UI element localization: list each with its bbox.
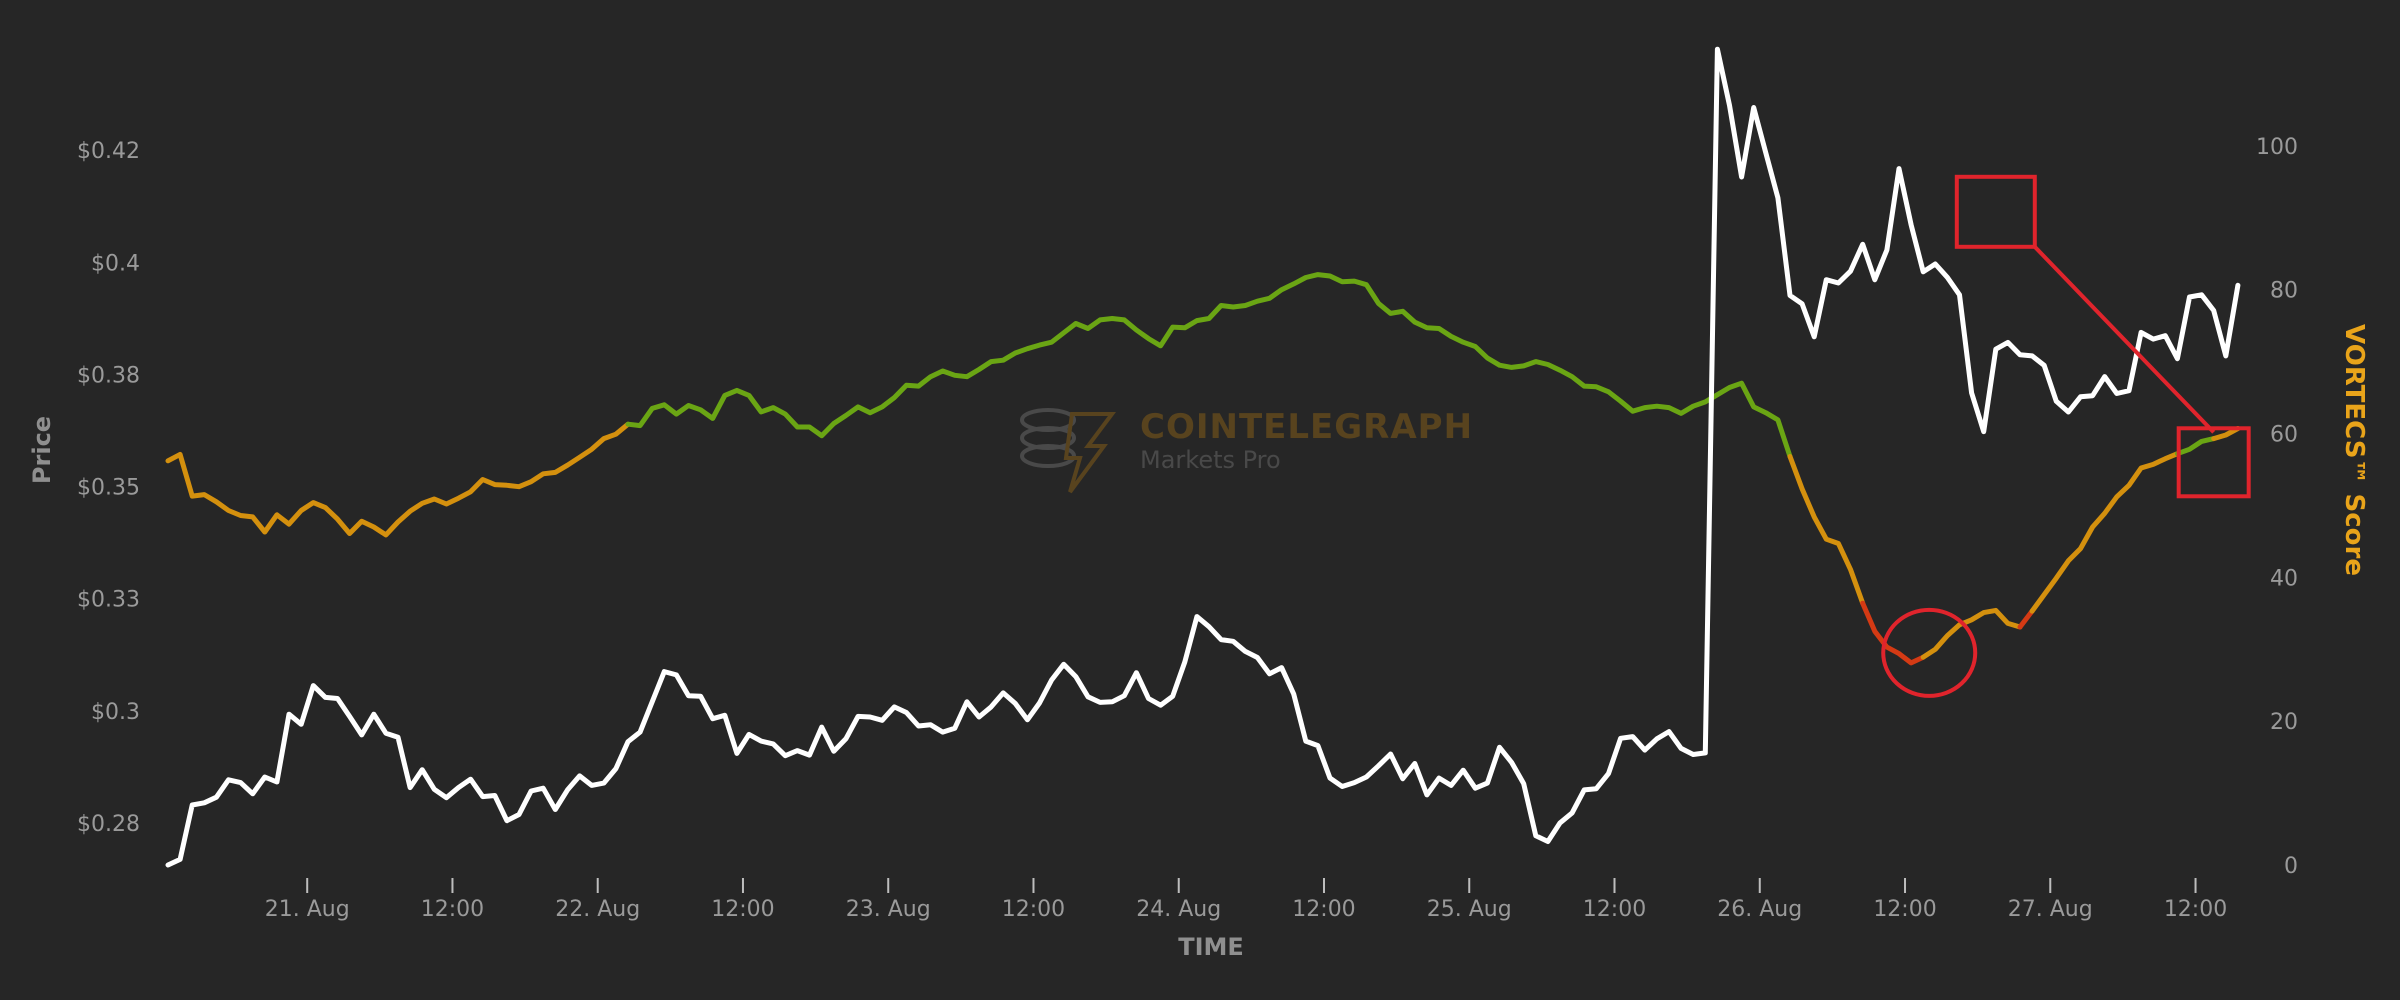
- price-tick-label: $0.3: [91, 700, 140, 725]
- score-line-segment: [625, 272, 1793, 459]
- cointelegraph-logo-icon: [1020, 408, 1116, 494]
- time-tick-label: 26. Aug: [1717, 897, 1802, 922]
- price-axis: $0.28 $0.3 $0.33 $0.35 $0.38 $0.4 $0.42: [77, 139, 140, 837]
- time-tick-label: 21. Aug: [265, 897, 350, 922]
- time-tick-label: 22. Aug: [555, 897, 640, 922]
- score-line-segment: [2174, 436, 2217, 457]
- annotation-circle-score-trough: [1881, 607, 1978, 698]
- price-line: [165, 46, 2241, 868]
- score-tick-label: 40: [2270, 566, 2298, 591]
- price-tick-label: $0.35: [77, 476, 140, 501]
- time-tick-label: 12:00: [421, 897, 484, 922]
- price-axis-title: Price: [28, 416, 56, 484]
- price-tick-label: $0.42: [77, 139, 140, 164]
- score-line-segment: [2211, 426, 2241, 442]
- time-tick-label: 12:00: [1292, 897, 1355, 922]
- score-line-segment: [2029, 451, 2180, 614]
- annotation-box-price-peak: [1954, 174, 2037, 249]
- score-tick-label: 20: [2270, 710, 2298, 735]
- score-line-segment: [2017, 608, 2035, 630]
- watermark: COINTELEGRAPH Markets Pro: [1020, 407, 1473, 494]
- annotation-box-score: [2176, 426, 2251, 499]
- score-axis: 0 20 40 60 80 100: [2256, 135, 2298, 879]
- time-tick-label: 12:00: [2164, 897, 2227, 922]
- price-tick-label: $0.38: [77, 363, 140, 388]
- score-line-segment: [1920, 607, 2023, 660]
- time-tick-label: 25. Aug: [1427, 897, 1512, 922]
- score-line-segment: [1860, 600, 1926, 666]
- watermark-title: COINTELEGRAPH: [1140, 407, 1473, 447]
- time-tick-label: 12:00: [1583, 897, 1646, 922]
- score-line-segment: [165, 421, 631, 538]
- score-tick-label: 80: [2270, 279, 2298, 304]
- score-axis-title: VORTECS™ Score: [2339, 324, 2369, 576]
- annotations: [1881, 174, 2251, 698]
- score-tick-label: 0: [2284, 854, 2298, 879]
- score-tick-label: 60: [2270, 423, 2298, 448]
- time-tick-label: 12:00: [1002, 897, 1065, 922]
- annotation-connector-line: [2033, 245, 2216, 434]
- price-tick-label: $0.4: [91, 251, 140, 276]
- time-tick-label: 24. Aug: [1136, 897, 1221, 922]
- watermark-subtitle: Markets Pro: [1140, 446, 1281, 474]
- time-tick-label: 23. Aug: [846, 897, 931, 922]
- score-series: [165, 272, 2241, 666]
- time-tick-label: 12:00: [1873, 897, 1936, 922]
- score-tick-label: 100: [2256, 135, 2298, 160]
- price-tick-label: $0.33: [77, 588, 140, 613]
- score-line-segment: [1787, 454, 1866, 606]
- price-tick-label: $0.28: [77, 812, 140, 837]
- time-tick-label: 12:00: [711, 897, 774, 922]
- time-axis-title: TIME: [1178, 933, 1244, 961]
- time-tick-label: 27. Aug: [2008, 897, 2093, 922]
- time-axis: 21. Aug 12:00 22. Aug 12:00 23. Aug 12:00 24. …: [265, 878, 2227, 922]
